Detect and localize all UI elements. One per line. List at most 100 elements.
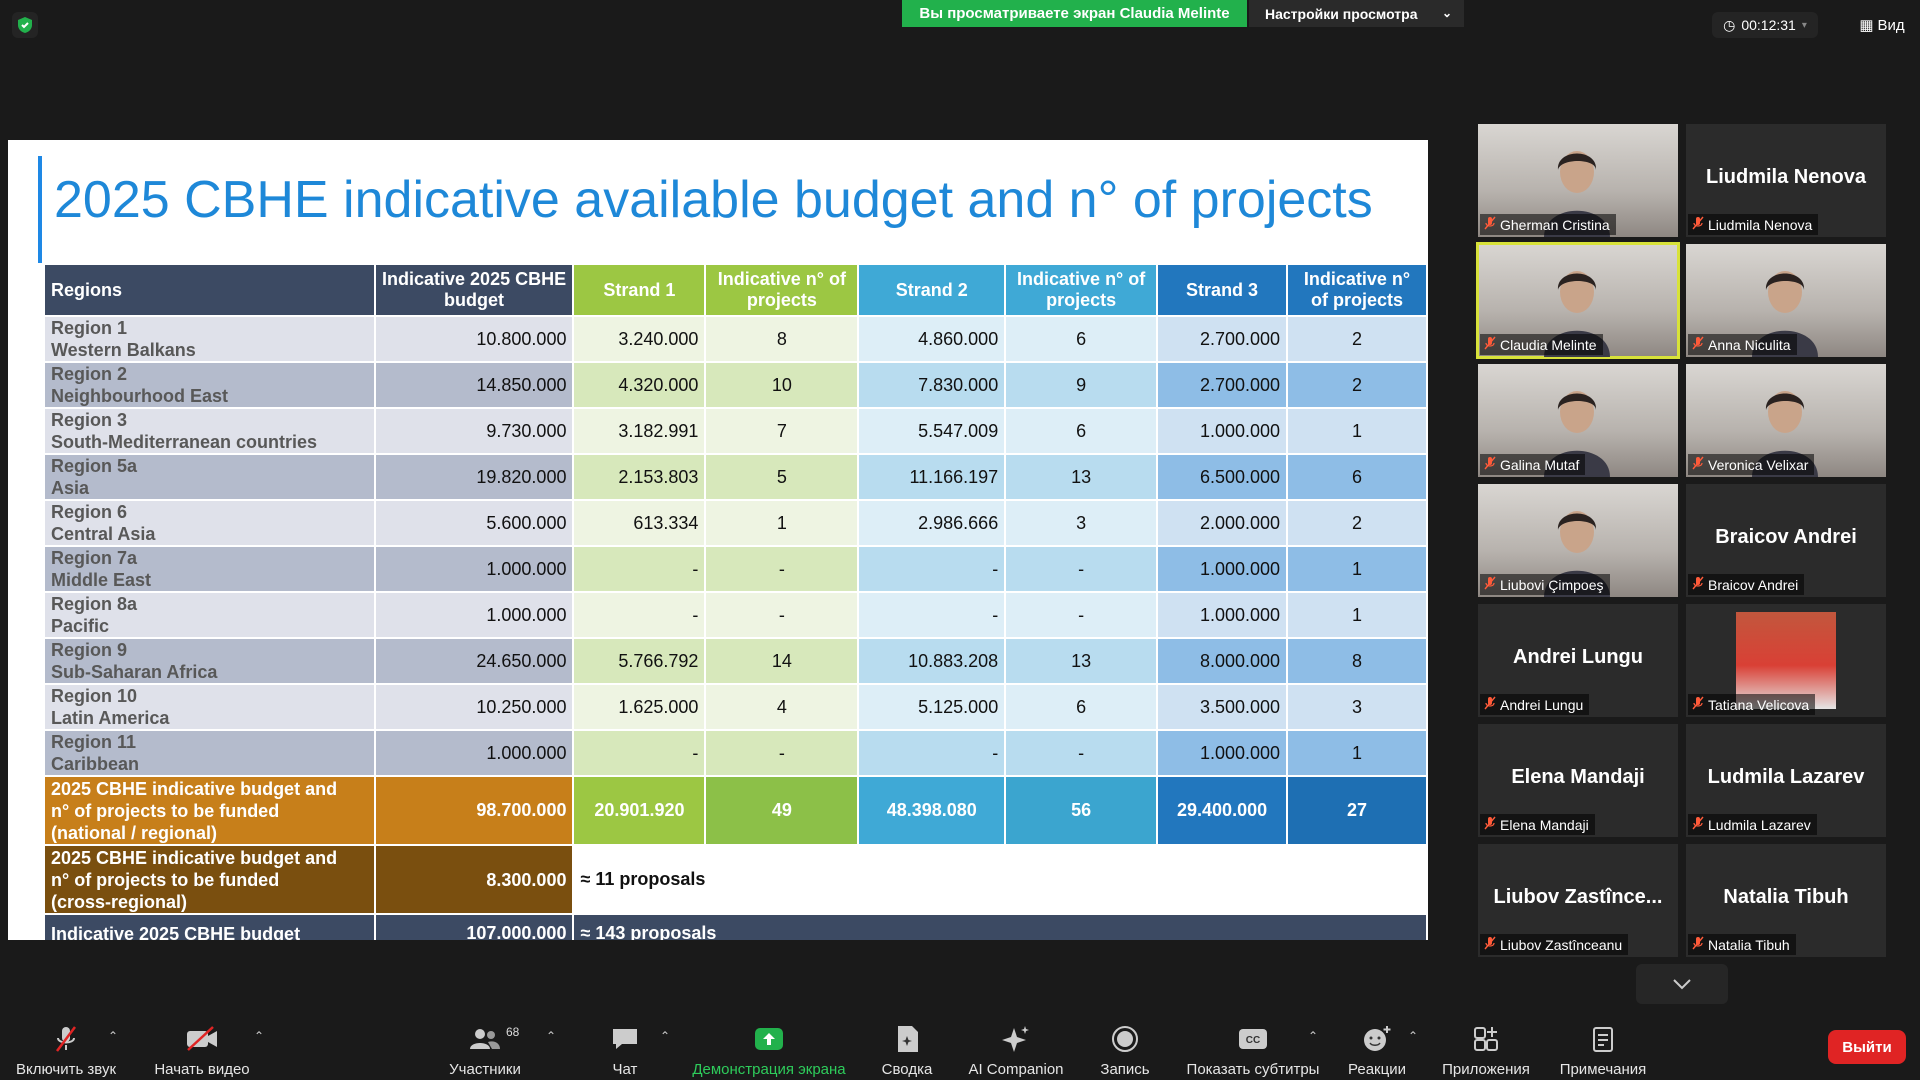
strand2-cell: 11.166.197 [857, 453, 1007, 501]
screen-share-banner: Вы просматриваете экран Claudia Melinte [902, 0, 1247, 27]
total-label: 2025 CBHE indicative budget and n° of pro… [43, 775, 376, 846]
strand3-cell: 2.000.000 [1156, 499, 1289, 547]
captions-button[interactable]: CC Показать субтитры [1180, 1015, 1326, 1080]
apps-button[interactable]: Приложения [1436, 1015, 1536, 1080]
participant-tile[interactable]: Liubovi Çimpoeş [1478, 484, 1678, 597]
participants-button[interactable]: Участники [430, 1015, 540, 1080]
strand1-cell: - [572, 591, 707, 639]
participant-tile[interactable]: Anna Niculita [1686, 244, 1886, 357]
notes-button[interactable]: Примечания [1550, 1015, 1656, 1080]
participant-name: Elena Mandaji [1500, 816, 1589, 833]
strand1-projects-cell: 5 [704, 453, 860, 501]
participant-tile[interactable]: Elena Mandaji Elena Mandaji [1478, 724, 1678, 837]
table-row: Region 8a Pacific 1.000.000- - - -1.000.000 1 [43, 591, 1428, 639]
view-settings-dropdown[interactable]: Настройки просмотра ⌄ [1249, 0, 1464, 27]
strand1-cell: - [572, 729, 707, 777]
unmute-button[interactable]: Включить звук [6, 1015, 126, 1080]
view-settings-label: Настройки просмотра [1265, 5, 1418, 22]
unmute-label: Включить звук [15, 1061, 117, 1078]
strand2-projects-cell: 6 [1004, 683, 1159, 731]
chat-button[interactable]: Чат [590, 1015, 660, 1080]
strand3-cell: 1.000.000 [1156, 729, 1289, 777]
svg-text:CC: CC [1246, 1035, 1260, 1046]
participant-tile[interactable]: Gherman Cristina [1478, 124, 1678, 237]
reactions-button[interactable]: Реакции [1340, 1015, 1414, 1080]
view-button[interactable]: ▦ Вид [1852, 12, 1912, 38]
header-strand3: Strand 3 [1156, 263, 1289, 317]
leave-meeting-button[interactable]: Выйти [1828, 1030, 1906, 1064]
participant-tile[interactable]: Liudmila Nenova Liudmila Nenova [1686, 124, 1886, 237]
video-options-caret-icon[interactable]: ⌃ [254, 1029, 265, 1043]
clock-icon: ◷ [1723, 16, 1736, 33]
participant-name: Galina Mutaf [1500, 456, 1580, 473]
participant-name: Gherman Cristina [1500, 216, 1610, 233]
participant-tile[interactable]: Braicov Andrei Braicov Andrei [1686, 484, 1886, 597]
smiley-icon [1362, 1021, 1392, 1057]
chat-options-caret-icon[interactable]: ⌃ [660, 1029, 671, 1043]
captions-options-caret-icon[interactable]: ⌃ [1308, 1029, 1319, 1043]
strand1-projects-cell: 14 [704, 637, 860, 685]
strand1-projects-cell: 1 [704, 499, 860, 547]
strand2-projects-cell: 3 [1004, 499, 1159, 547]
participant-tile[interactable]: Liubov Zastînce... Liubov Zastînceanu [1478, 844, 1678, 957]
strand1-cell: 5.766.792 [572, 637, 707, 685]
record-button[interactable]: Запись [1090, 1015, 1160, 1080]
chat-bubble-icon [610, 1021, 640, 1057]
region-name: Sub-Saharan Africa [51, 662, 218, 682]
budget-cell: 24.650.000 [373, 637, 575, 685]
mic-muted-icon [1484, 816, 1496, 833]
total-strand3: 29.400.000 [1156, 775, 1289, 846]
security-shield-icon[interactable] [12, 12, 38, 38]
grand-label: Indicative 2025 CBHE budget [43, 913, 376, 940]
audio-options-caret-icon[interactable]: ⌃ [108, 1029, 119, 1043]
table-row: Region 5a Asia 19.820.000 2.153.803 5 11.166.… [43, 453, 1428, 501]
strand3-projects-cell: 1 [1286, 729, 1428, 777]
budget-cell: 1.000.000 [373, 591, 575, 639]
share-screen-label: Демонстрация экрана [692, 1061, 846, 1078]
meeting-timer[interactable]: ◷ 00:12:31 ▾ [1712, 12, 1818, 38]
strand3-cell: 2.700.000 [1156, 361, 1289, 409]
strand2-cell: 5.125.000 [857, 683, 1007, 731]
total-label-line3: (national / regional) [51, 822, 218, 843]
strand1-cell: 2.153.803 [572, 453, 707, 501]
participant-name-caption: Anna Niculita [1688, 334, 1797, 355]
participant-name: Liudmila Nenova [1708, 216, 1813, 233]
apps-icon [1472, 1021, 1500, 1057]
participant-name-caption: Gherman Cristina [1480, 214, 1616, 235]
region-cell: Region 5a Asia [43, 453, 376, 501]
ai-companion-label: AI Companion [968, 1061, 1064, 1078]
participant-tile[interactable]: Ludmila Lazarev Ludmila Lazarev [1686, 724, 1886, 837]
strand3-projects-cell: 1 [1286, 545, 1428, 593]
participant-tile[interactable]: Claudia Melinte [1476, 242, 1680, 359]
strand1-projects-cell: - [704, 545, 860, 593]
participants-options-caret-icon[interactable]: ⌃ [546, 1029, 557, 1043]
region-name: Caribbean [51, 754, 140, 774]
header-strand2-projects: Indicative n° of projects [1004, 263, 1159, 317]
captions-label: Показать субтитры [1186, 1061, 1320, 1078]
reactions-options-caret-icon[interactable]: ⌃ [1408, 1029, 1419, 1043]
participant-tile[interactable]: Andrei Lungu Andrei Lungu [1478, 604, 1678, 717]
strand3-cell: 2.700.000 [1156, 315, 1289, 363]
share-screen-button[interactable]: Демонстрация экрана [684, 1015, 854, 1080]
participant-tile[interactable]: Natalia Tibuh Natalia Tibuh [1686, 844, 1886, 957]
ai-companion-button[interactable]: AI Companion [960, 1015, 1072, 1080]
strand1-projects-cell: - [704, 729, 860, 777]
strand3-cell: 8.000.000 [1156, 637, 1289, 685]
header-budget: Indicative 2025 CBHE budget [373, 263, 575, 317]
participant-tile[interactable]: Veronica Velixar [1686, 364, 1886, 477]
participant-name-caption: Ludmila Lazarev [1688, 814, 1817, 835]
summary-button[interactable]: Сводка [870, 1015, 944, 1080]
strand3-projects-cell: 2 [1286, 499, 1428, 547]
gallery-scroll-down-button[interactable] [1636, 964, 1728, 1004]
summary-label: Сводка [881, 1061, 933, 1078]
chevron-down-icon: ⌄ [1441, 6, 1452, 20]
header-strand2: Strand 2 [857, 263, 1007, 317]
region-cell: Region 1 Western Balkans [43, 315, 376, 363]
strand1-projects-cell: 7 [704, 407, 860, 455]
participants-label: Участники [449, 1061, 521, 1078]
participant-tile[interactable]: Tatiana Velicova [1686, 604, 1886, 717]
record-icon [1111, 1021, 1139, 1057]
participant-name: Braicov Andrei [1708, 576, 1799, 593]
participant-tile[interactable]: Galina Mutaf [1478, 364, 1678, 477]
start-video-button[interactable]: Начать видео [140, 1015, 264, 1080]
